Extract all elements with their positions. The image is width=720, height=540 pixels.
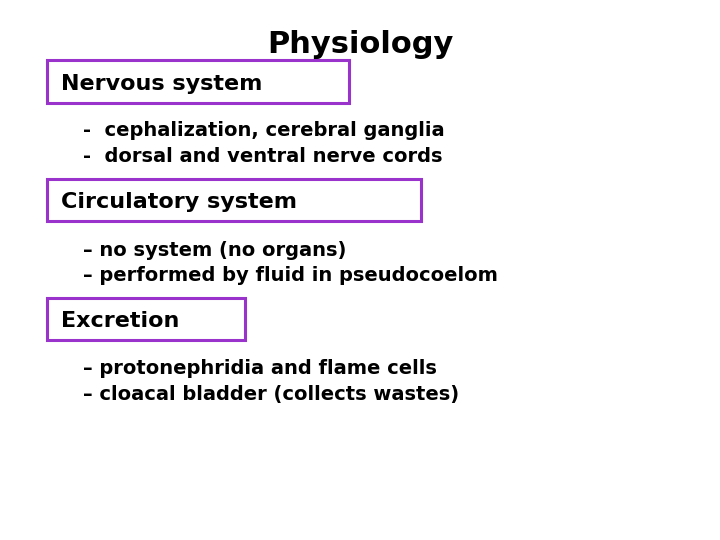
FancyBboxPatch shape: [47, 179, 421, 221]
Text: Excretion: Excretion: [61, 311, 179, 332]
FancyBboxPatch shape: [47, 298, 245, 340]
Text: – cloacal bladder (collects wastes): – cloacal bladder (collects wastes): [83, 384, 459, 404]
Text: -  dorsal and ventral nerve cords: - dorsal and ventral nerve cords: [83, 147, 442, 166]
Text: Circulatory system: Circulatory system: [61, 192, 297, 213]
Text: – no system (no organs): – no system (no organs): [83, 240, 346, 260]
Text: Physiology: Physiology: [267, 30, 453, 59]
Text: Nervous system: Nervous system: [61, 73, 263, 94]
Text: -  cephalization, cerebral ganglia: - cephalization, cerebral ganglia: [83, 121, 444, 140]
Text: – performed by fluid in pseudocoelom: – performed by fluid in pseudocoelom: [83, 266, 498, 286]
Text: – protonephridia and flame cells: – protonephridia and flame cells: [83, 359, 436, 378]
FancyBboxPatch shape: [47, 60, 349, 103]
